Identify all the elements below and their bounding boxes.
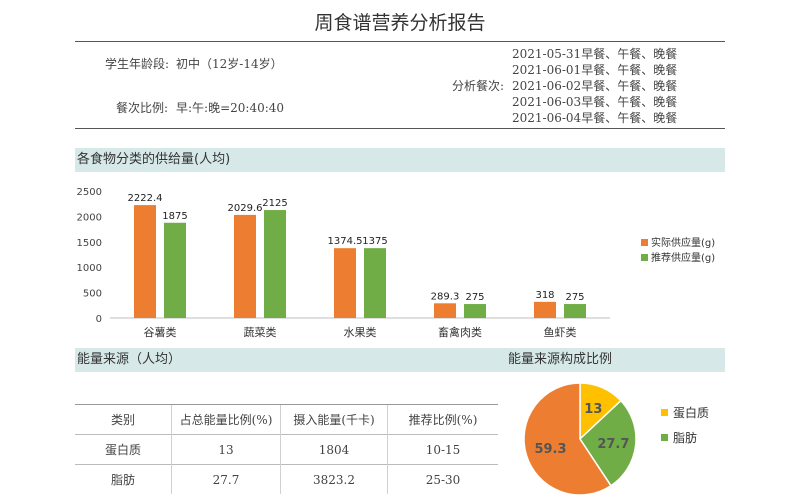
actual-supply-bar [234,214,256,318]
x-category-label: 水果类 [344,325,377,339]
analyzed-meal-item: 2021-05-31早餐、午餐、晚餐 [512,47,678,61]
table-cell: 脂肪 [75,464,172,494]
bar-value-label: 275 [565,292,584,303]
x-category-label: 谷薯类 [144,325,177,339]
legend-entry: 脂肪 [673,430,697,445]
analyzed-meal-item: 2021-06-04早餐、午餐、晚餐 [512,111,678,125]
actual-supply-bar [534,301,556,318]
table-cell: 蛋白质 [75,434,172,465]
recommended-supply-bar [364,248,386,318]
x-category-label: 畜禽肉类 [438,325,482,339]
report-title: 周食谱营养分析报告 [314,12,486,34]
table-cell: 1804 [280,434,388,465]
x-category-label: 蔬菜类 [244,325,277,339]
energy-pie-heading: 能量来源构成比例 [508,352,613,367]
column-header: 推荐比例(%) [387,404,498,435]
bar-value-label: 1374.5 [328,236,363,247]
column-header: 摄入能量(千卡) [280,404,388,435]
actual-supply-bar [334,248,356,318]
table-cell: 10-15 [387,434,498,465]
pie-value-label: 59.3 [534,442,566,457]
energy-source-heading: 能量来源（人均） [77,352,182,367]
legend-entry: 蛋白质 [673,405,709,420]
y-tick-label: 0 [96,314,102,325]
y-tick-label: 500 [83,289,102,300]
age-group-value: 初中（12岁-14岁） [176,57,283,71]
table-cell: 25-30 [387,464,498,494]
legend-swatch [641,254,648,261]
analyzed-meals-label: 分析餐次: [452,79,505,93]
actual-supply-bar [134,205,156,318]
pie-value-label: 27.7 [597,437,629,452]
table-cell: 27.7 [171,464,281,494]
energy-section-header: 能量来源（人均） [75,348,725,372]
legend-swatch [641,239,648,246]
bar-value-label: 2222.4 [128,193,163,204]
y-tick-label: 2000 [77,212,102,223]
x-category-label: 鱼虾类 [544,325,577,339]
y-tick-label: 1000 [77,263,102,274]
table-cell: 13 [171,434,281,465]
bar-value-label: 318 [535,290,554,301]
legend-swatch [661,434,668,441]
table-row: 蛋白质 13 1804 10-15 [75,434,498,465]
supply-section-header: 各食物分类的供给量(人均) [75,148,725,172]
bar-value-label: 2125 [262,198,287,209]
table-cell: 3823.2 [280,464,388,494]
analyzed-meal-item: 2021-06-01早餐、午餐、晚餐 [512,63,678,77]
bar-value-label: 2029.6 [228,203,263,214]
header-top-rule [75,41,725,42]
food-supply-bar-chart: 0 500 1000 1500 2000 2500 谷薯类 2222.4 1875 蔬菜类 2029… [77,187,716,339]
table-row: 脂肪 27.7 3823.2 25-30 [75,464,498,494]
column-header: 类别 [75,404,172,435]
energy-source-table: 类别 占总能量比例(%) 摄入能量(千卡) 推荐比例(%) 蛋白质 13 180… [75,404,498,494]
table-header-row: 类别 占总能量比例(%) 摄入能量(千卡) 推荐比例(%) [75,404,498,435]
column-header: 占总能量比例(%) [171,404,281,435]
bar-value-label: 1875 [162,211,187,222]
y-tick-label: 2500 [77,187,102,198]
legend-entry: 实际供应量(g) [651,236,715,249]
pie-slice [523,382,612,496]
analyzed-meal-item: 2021-06-02早餐、午餐、晚餐 [512,79,678,93]
recommended-supply-bar [264,210,286,318]
y-tick-label: 1500 [77,238,102,249]
recommended-supply-bar [464,304,486,318]
pie-value-label: 13 [584,402,602,417]
actual-supply-bar [434,303,456,318]
recommended-supply-bar [564,304,586,318]
analyzed-meal-item: 2021-06-03早餐、午餐、晚餐 [512,95,678,109]
meal-ratio-label: 餐次比例: [116,101,169,115]
bar-value-label: 1375 [362,236,387,247]
recommended-supply-bar [164,222,186,318]
bar-value-label: 275 [465,292,484,303]
header-bottom-rule [75,128,725,129]
meal-ratio-value: 早:午:晚=20:40:40 [176,101,285,115]
legend-swatch [661,409,668,416]
legend-entry: 推荐供应量(g) [651,251,715,264]
age-group-label: 学生年龄段: [105,57,170,71]
bar-value-label: 289.3 [431,291,460,302]
pie-slice [579,399,637,487]
